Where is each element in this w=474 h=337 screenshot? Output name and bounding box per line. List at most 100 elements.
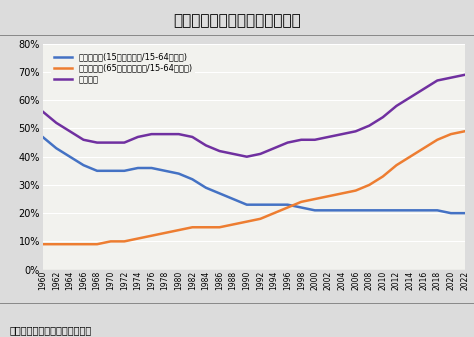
少児扶养比(15岁以下人口/15-64岁人口)	[407, 208, 413, 212]
总扶养比	[285, 141, 291, 145]
老年扶养比(65岁及以上人口/15-64岁人口)	[108, 239, 114, 243]
少児扶养比(15岁以下人口/15-64岁人口)	[312, 208, 318, 212]
总扶养比	[162, 132, 168, 136]
总扶养比	[67, 129, 73, 133]
老年扶养比(65岁及以上人口/15-64岁人口)	[326, 194, 331, 198]
总扶养比	[121, 141, 127, 145]
总扶养比	[353, 129, 358, 133]
老年扶养比(65岁及以上人口/15-64岁人口)	[217, 225, 222, 229]
少児扶养比(15岁以下人口/15-64岁人口)	[217, 191, 222, 195]
总扶养比	[407, 95, 413, 99]
少児扶养比(15岁以下人口/15-64岁人口)	[366, 208, 372, 212]
老年扶养比(65岁及以上人口/15-64岁人口)	[462, 129, 467, 133]
总扶养比	[176, 132, 182, 136]
少児扶养比(15岁以下人口/15-64岁人口)	[257, 203, 263, 207]
总扶养比	[339, 132, 345, 136]
老年扶养比(65岁及以上人口/15-64岁人口)	[312, 197, 318, 201]
少児扶养比(15岁以下人口/15-64岁人口)	[244, 203, 250, 207]
少児扶养比(15岁以下人口/15-64岁人口)	[54, 146, 59, 150]
总扶养比	[81, 138, 86, 142]
少児扶养比(15岁以下人口/15-64岁人口)	[326, 208, 331, 212]
Text: 图表：日本老年扶养比持续增长: 图表：日本老年扶养比持续增长	[173, 13, 301, 29]
老年扶养比(65岁及以上人口/15-64岁人口)	[257, 217, 263, 221]
少児扶养比(15岁以下人口/15-64岁人口)	[190, 177, 195, 181]
总扶养比	[421, 87, 427, 91]
老年扶养比(65岁及以上人口/15-64岁人口)	[339, 191, 345, 195]
老年扶养比(65岁及以上人口/15-64岁人口)	[244, 220, 250, 224]
Line: 老年扶养比(65岁及以上人口/15-64岁人口): 老年扶养比(65岁及以上人口/15-64岁人口)	[43, 131, 465, 244]
少児扶养比(15岁以下人口/15-64岁人口)	[94, 169, 100, 173]
少児扶养比(15岁以下人口/15-64岁人口)	[108, 169, 114, 173]
总扶养比	[244, 155, 250, 159]
老年扶养比(65岁及以上人口/15-64岁人口)	[149, 234, 155, 238]
老年扶养比(65岁及以上人口/15-64岁人口)	[366, 183, 372, 187]
总扶养比	[190, 135, 195, 139]
少児扶养比(15岁以下人口/15-64岁人口)	[448, 211, 454, 215]
总扶养比	[149, 132, 155, 136]
老年扶养比(65岁及以上人口/15-64岁人口)	[94, 242, 100, 246]
少児扶养比(15岁以下人口/15-64岁人口)	[162, 169, 168, 173]
老年扶养比(65岁及以上人口/15-64岁人口)	[298, 200, 304, 204]
老年扶养比(65岁及以上人口/15-64岁人口)	[40, 242, 46, 246]
总扶养比	[271, 146, 277, 150]
老年扶养比(65岁及以上人口/15-64岁人口)	[435, 138, 440, 142]
少児扶养比(15岁以下人口/15-64岁人口)	[67, 155, 73, 159]
少児扶养比(15岁以下人口/15-64岁人口)	[353, 208, 358, 212]
老年扶养比(65岁及以上人口/15-64岁人口)	[407, 155, 413, 159]
少児扶养比(15岁以下人口/15-64岁人口)	[176, 172, 182, 176]
老年扶养比(65岁及以上人口/15-64岁人口)	[54, 242, 59, 246]
总扶养比	[448, 75, 454, 80]
老年扶养比(65岁及以上人口/15-64岁人口)	[421, 146, 427, 150]
总扶养比	[230, 152, 236, 156]
总扶养比	[40, 110, 46, 114]
总扶养比	[94, 141, 100, 145]
总扶养比	[312, 138, 318, 142]
总扶养比	[257, 152, 263, 156]
总扶养比	[298, 138, 304, 142]
老年扶养比(65岁及以上人口/15-64岁人口)	[448, 132, 454, 136]
总扶养比	[366, 124, 372, 128]
总扶养比	[393, 104, 399, 108]
Line: 总扶养比: 总扶养比	[43, 75, 465, 157]
少児扶养比(15岁以下人口/15-64岁人口)	[149, 166, 155, 170]
Line: 少児扶养比(15岁以下人口/15-64岁人口): 少児扶养比(15岁以下人口/15-64岁人口)	[43, 137, 465, 213]
少児扶养比(15岁以下人口/15-64岁人口)	[271, 203, 277, 207]
少児扶养比(15岁以下人口/15-64岁人口)	[393, 208, 399, 212]
总扶养比	[380, 115, 386, 119]
少児扶养比(15岁以下人口/15-64岁人口)	[298, 206, 304, 210]
老年扶养比(65岁及以上人口/15-64岁人口)	[121, 239, 127, 243]
老年扶养比(65岁及以上人口/15-64岁人口)	[380, 175, 386, 179]
少児扶养比(15岁以下人口/15-64岁人口)	[435, 208, 440, 212]
少児扶养比(15岁以下人口/15-64岁人口)	[421, 208, 427, 212]
少児扶养比(15岁以下人口/15-64岁人口)	[230, 197, 236, 201]
老年扶养比(65岁及以上人口/15-64岁人口)	[135, 237, 141, 241]
老年扶养比(65岁及以上人口/15-64岁人口)	[81, 242, 86, 246]
老年扶养比(65岁及以上人口/15-64岁人口)	[393, 163, 399, 167]
老年扶养比(65岁及以上人口/15-64岁人口)	[353, 188, 358, 192]
Text: 资料来源：世界銀行，泽平宏观: 资料来源：世界銀行，泽平宏观	[9, 325, 92, 335]
老年扶养比(65岁及以上人口/15-64岁人口)	[203, 225, 209, 229]
总扶养比	[203, 144, 209, 148]
老年扶养比(65岁及以上人口/15-64岁人口)	[190, 225, 195, 229]
少児扶养比(15岁以下人口/15-64岁人口)	[285, 203, 291, 207]
少児扶养比(15岁以下人口/15-64岁人口)	[135, 166, 141, 170]
总扶养比	[435, 79, 440, 83]
总扶养比	[462, 73, 467, 77]
Legend: 少児扶养比(15岁以下人口/15-64岁人口), 老年扶养比(65岁及以上人口/15-64岁人口), 总扶养比: 少児扶养比(15岁以下人口/15-64岁人口), 老年扶养比(65岁及以上人口/…	[51, 50, 195, 86]
少児扶养比(15岁以下人口/15-64岁人口)	[462, 211, 467, 215]
少児扶养比(15岁以下人口/15-64岁人口)	[121, 169, 127, 173]
老年扶养比(65岁及以上人口/15-64岁人口)	[285, 206, 291, 210]
老年扶养比(65岁及以上人口/15-64岁人口)	[176, 228, 182, 232]
老年扶养比(65岁及以上人口/15-64岁人口)	[271, 211, 277, 215]
少児扶养比(15岁以下人口/15-64岁人口)	[380, 208, 386, 212]
少児扶养比(15岁以下人口/15-64岁人口)	[339, 208, 345, 212]
老年扶养比(65岁及以上人口/15-64岁人口)	[67, 242, 73, 246]
少児扶养比(15岁以下人口/15-64岁人口)	[81, 163, 86, 167]
少児扶养比(15岁以下人口/15-64岁人口)	[203, 186, 209, 190]
老年扶养比(65岁及以上人口/15-64岁人口)	[162, 231, 168, 235]
少児扶养比(15岁以下人口/15-64岁人口)	[40, 135, 46, 139]
总扶养比	[54, 121, 59, 125]
总扶养比	[108, 141, 114, 145]
老年扶养比(65岁及以上人口/15-64岁人口)	[230, 222, 236, 226]
总扶养比	[326, 135, 331, 139]
